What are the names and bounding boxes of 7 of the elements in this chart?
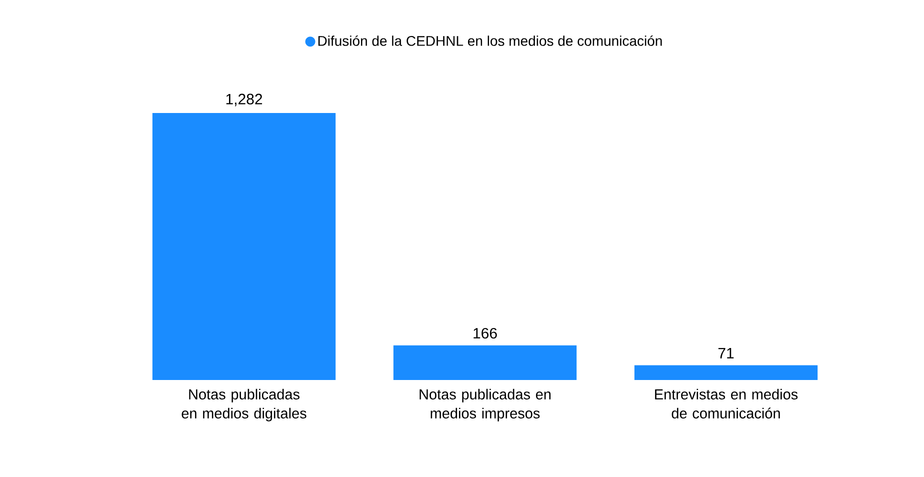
x-tick-label: Notas publicadas en medios digitales [182, 388, 306, 422]
legend-label: Difusión de la CEDHNL en los medios de comunicación [318, 35, 662, 46]
x-tick-label: Notas publicadas en medios impresos [420, 388, 551, 422]
data-label: 71 [718, 348, 734, 358]
x-tick-label: Entrevistas en medios de comunicación [655, 388, 798, 418]
data-label: 1,282 [226, 94, 262, 106]
data-label: 166 [474, 328, 497, 339]
